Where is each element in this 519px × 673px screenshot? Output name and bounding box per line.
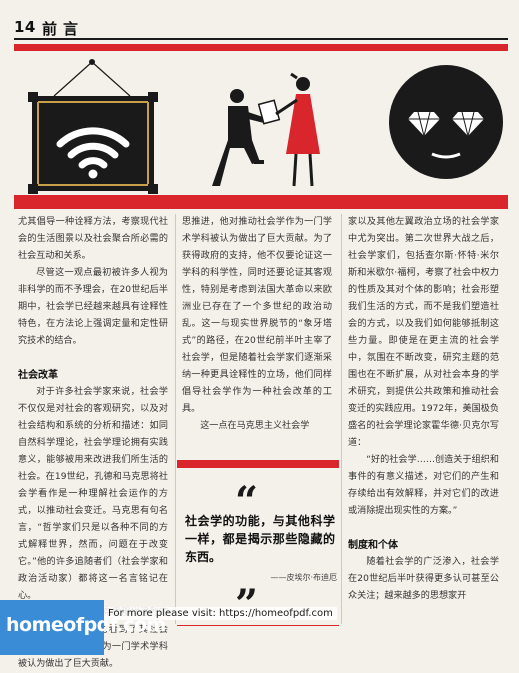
section-heading: 社会改革 — [18, 370, 58, 381]
paragraph: 随着社会学的广泛渗入，社会学在20世纪后半叶获得更多认可甚至公众关注；越来越多的… — [348, 557, 499, 601]
column-divider — [341, 214, 342, 624]
section-heading: 制度和个体 — [348, 540, 398, 551]
woman-icon — [275, 72, 320, 187]
column-divider — [175, 214, 176, 624]
pull-quote-bottom-rule — [177, 625, 339, 626]
pull-quote-text: 社会学的功能，与其他科学一样，都是揭示那些隐藏的东西。 — [185, 514, 335, 564]
paragraph: 尽管这一观点最初被许多人视为非科学的而不予理会，在20世纪后半期中，社会学已经越… — [18, 268, 168, 346]
paragraph: 思推进，他对推动社会学作为一门学术学科被认为做出了巨大贡献。为了获得政府的支持，… — [182, 217, 332, 414]
kneeling-man-icon — [212, 89, 266, 186]
watermark-logo-box — [0, 600, 104, 655]
book-page: 14 前言 — [0, 18, 509, 669]
mouth-icon — [431, 152, 461, 159]
proposal-illustration — [212, 72, 320, 187]
paragraph: 这一点在马克思主义社会学 — [200, 421, 310, 431]
watermark-link[interactable]: For more please visit: https://homeofpdf… — [104, 607, 337, 620]
band-bottom-bar — [14, 195, 508, 209]
text-column-2: 思推进，他对推动社会学作为一门学术学科被认为做出了巨大贡献。为了获得政府的支持，… — [182, 214, 332, 435]
header-rule — [14, 38, 508, 40]
diamond-icon — [408, 111, 440, 137]
diamond-eyes-face-illustration — [389, 65, 503, 179]
pull-quote-author: ——皮埃尔·布迪厄 — [270, 573, 337, 582]
paragraph: “好的社会学……创造关于组织和事件的有意义描述，对它们的产生和存续给出有效解释，… — [348, 455, 499, 516]
diamond-icon — [452, 111, 484, 137]
illustrations-svg — [28, 59, 503, 194]
open-quote-icon: “ — [235, 478, 259, 525]
pull-quote-top-bar — [177, 460, 339, 468]
page-header: 14 前言 — [14, 18, 509, 40]
paragraph: 尤其倡导一种诠释方法，考察现代社会的生活图景以及社会聚合所必需的社会互动和关系。 — [18, 217, 168, 261]
wifi-icon — [56, 127, 130, 179]
paper-icon — [257, 99, 281, 125]
paragraph: 对于许多社会学家来说，社会学不仅仅是对社会的客观研究，以及对社会结构和系统的分析… — [18, 387, 168, 601]
illustration-band — [14, 44, 508, 214]
paragraph: 家以及其他左翼政治立场的社会学家中尤为突出。第二次世界大战之后，社会学家们，包括… — [348, 217, 499, 448]
section-title: 前言 — [42, 20, 85, 38]
text-column-3: 家以及其他左翼政治立场的社会学家中尤为突出。第二次世界大战之后，社会学家们，包括… — [348, 214, 499, 605]
band-top-bar — [14, 44, 508, 51]
page-number: 14 — [14, 18, 36, 36]
wifi-frame-illustration — [28, 59, 158, 194]
